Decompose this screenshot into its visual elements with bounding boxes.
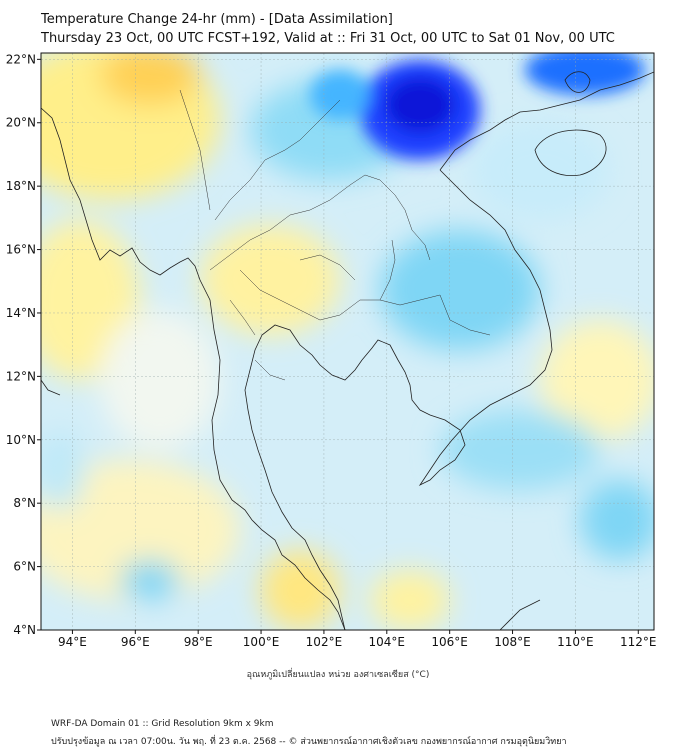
lat-label: 12°N	[6, 369, 36, 383]
map-subtitle: Thursday 23 Oct, 00 UTC FCST+192, Valid …	[41, 31, 615, 46]
lat-label: 4°N	[13, 623, 36, 637]
lon-label: 98°E	[184, 635, 213, 649]
lat-label: 10°N	[6, 433, 36, 447]
colorbar-title: อุณหภูมิเปลี่ยนแปลง หน่วย องศาเซลเซียส (…	[246, 670, 430, 680]
lat-label: 18°N	[6, 179, 36, 193]
lat-label: 22°N	[6, 52, 36, 66]
latitude-axis: 22°N 20°N 18°N 16°N 14°N 12°N 10°N 8°N 6°N 4°N	[6, 52, 41, 637]
lat-label: 8°N	[13, 496, 36, 510]
temperature-field	[41, 53, 654, 630]
coastlines	[41, 71, 654, 630]
admin-borders	[179, 89, 491, 381]
grid-lines	[41, 53, 654, 630]
lon-label: 112°E	[620, 635, 657, 649]
lon-label: 102°E	[306, 635, 343, 649]
footer-line-2: ปรับปรุงข้อมูล ณ เวลา 07:00น. วัน พฤ. ที…	[51, 737, 567, 747]
longitude-axis: 94°E 96°E 98°E 100°E 102°E 104°E 106°E 108°E 110…	[58, 630, 657, 649]
lon-label: 108°E	[494, 635, 531, 649]
lon-label: 94°E	[58, 635, 87, 649]
lat-label: 16°N	[6, 243, 36, 257]
map-title: Temperature Change 24-hr (mm) - [Data As…	[41, 12, 393, 27]
lat-label: 6°N	[13, 560, 36, 574]
footer-line-1: WRF-DA Domain 01 :: Grid Resolution 9km …	[51, 719, 274, 729]
lon-label: 110°E	[557, 635, 594, 649]
temperature-map: 22°N 20°N 18°N 16°N 14°N 12°N 10°N 8°N 6°N 4°N 94…	[6, 52, 657, 649]
lon-label: 106°E	[431, 635, 468, 649]
lon-label: 104°E	[369, 635, 406, 649]
lon-label: 96°E	[121, 635, 150, 649]
lat-label: 14°N	[6, 306, 36, 320]
lon-label: 100°E	[243, 635, 280, 649]
map-frame	[40, 52, 655, 631]
lat-label: 20°N	[6, 116, 36, 130]
